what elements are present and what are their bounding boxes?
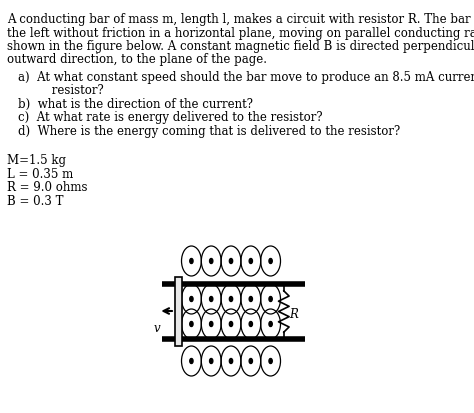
Circle shape — [249, 297, 253, 302]
Text: v: v — [154, 321, 160, 334]
Circle shape — [269, 297, 272, 302]
Circle shape — [190, 297, 193, 302]
Circle shape — [269, 358, 272, 363]
Bar — [175, 277, 182, 346]
Text: b)  what is the direction of the current?: b) what is the direction of the current? — [18, 98, 254, 111]
Text: c)  At what rate is energy delivered to the resistor?: c) At what rate is energy delivered to t… — [18, 111, 323, 124]
Text: A conducting bar of mass m, length l, makes a circuit with resistor R. The bar m: A conducting bar of mass m, length l, ma… — [7, 13, 474, 26]
Text: R = 9.0 ohms: R = 9.0 ohms — [7, 181, 87, 194]
Circle shape — [190, 259, 193, 264]
Circle shape — [249, 358, 253, 363]
Circle shape — [229, 358, 233, 363]
Circle shape — [249, 259, 253, 264]
Circle shape — [190, 358, 193, 363]
Text: L = 0.35 m: L = 0.35 m — [7, 168, 73, 180]
Text: a)  At what constant speed should the bar move to produce an 8.5 mA current in t: a) At what constant speed should the bar… — [18, 71, 474, 84]
Circle shape — [249, 322, 253, 327]
Text: M=1.5 kg: M=1.5 kg — [7, 154, 65, 167]
Text: the left without friction in a horizontal plane, moving on parallel conducting r: the left without friction in a horizonta… — [7, 26, 474, 39]
Text: shown in the figure below. A constant magnetic field B is directed perpendicular: shown in the figure below. A constant ma… — [7, 40, 474, 53]
Circle shape — [229, 259, 233, 264]
Text: d)  Where is the energy coming that is delivered to the resistor?: d) Where is the energy coming that is de… — [18, 125, 401, 138]
Circle shape — [210, 358, 213, 363]
Circle shape — [210, 322, 213, 327]
Circle shape — [229, 322, 233, 327]
Circle shape — [269, 259, 272, 264]
Circle shape — [210, 297, 213, 302]
Text: outward direction, to the plane of the page.: outward direction, to the plane of the p… — [7, 53, 266, 66]
Text: B = 0.3 T: B = 0.3 T — [7, 195, 63, 207]
Text: R: R — [289, 308, 298, 321]
Circle shape — [210, 259, 213, 264]
Circle shape — [190, 322, 193, 327]
Circle shape — [269, 322, 272, 327]
Circle shape — [229, 297, 233, 302]
Text: resistor?: resistor? — [18, 84, 104, 97]
